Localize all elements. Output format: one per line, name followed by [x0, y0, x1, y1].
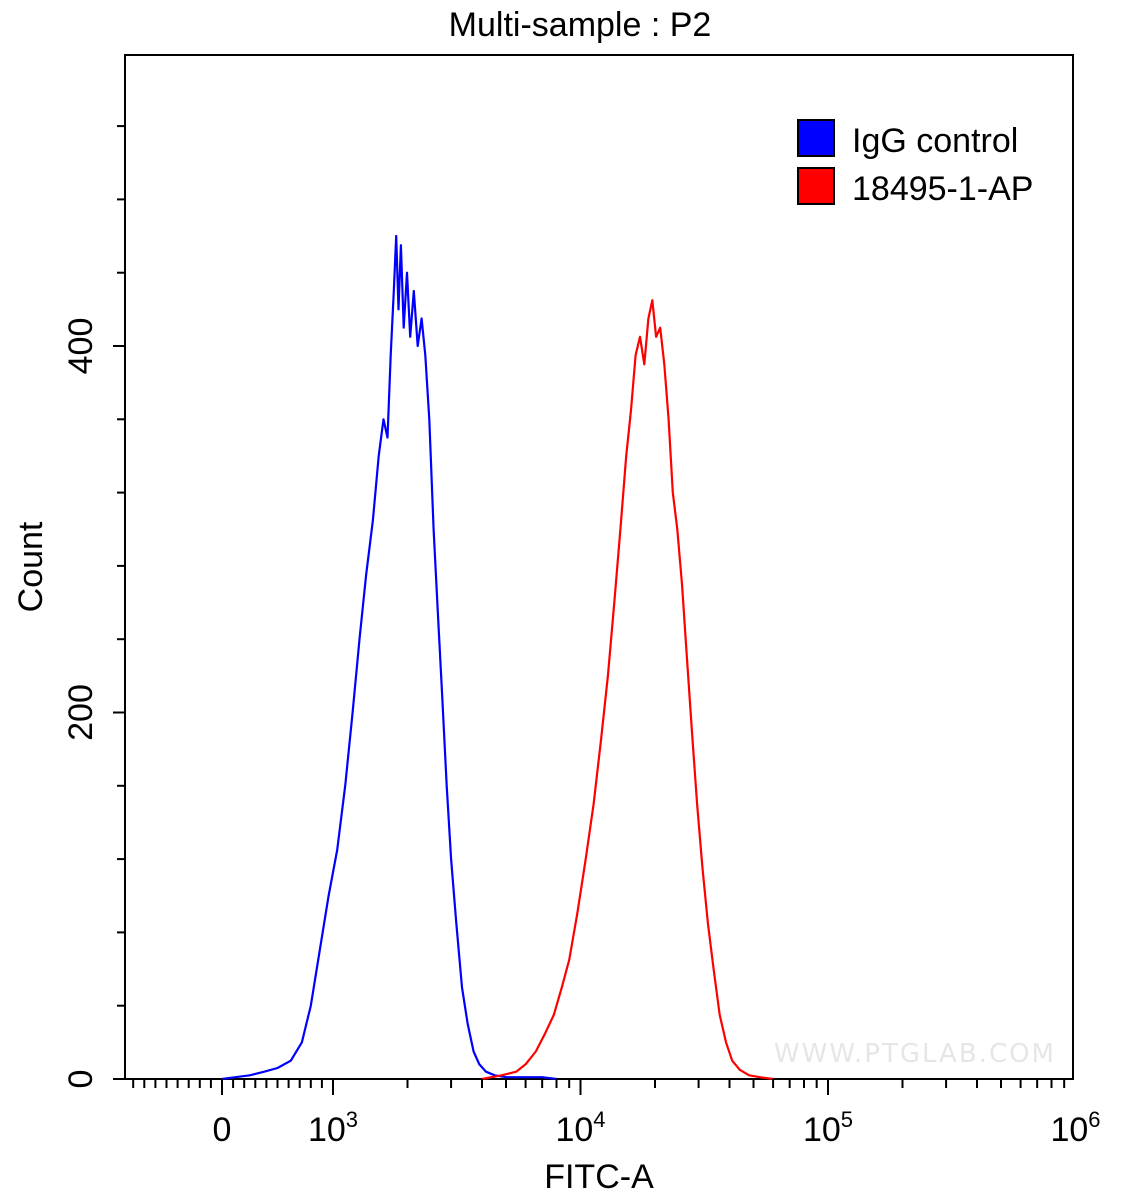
series-layer — [221, 234, 774, 1081]
y-axis: 0 200 400 — [62, 125, 125, 1089]
series-line-18495-1-ap — [481, 299, 774, 1081]
legend-label-igg-control: IgG control — [852, 122, 1018, 160]
x-axis-label: FITC-A — [544, 1158, 654, 1196]
legend-swatch-18495-1-ap — [797, 167, 835, 205]
x-tick-label: 106 — [1050, 1107, 1100, 1149]
y-tick-label: 400 — [62, 318, 100, 375]
y-tick-label: 200 — [62, 684, 100, 741]
y-tick-label: 0 — [62, 1070, 100, 1089]
series-line-igg-control — [221, 234, 557, 1081]
plot-area-frame — [124, 54, 1074, 1080]
chart-title: Multi-sample : P2 — [449, 6, 712, 44]
x-tick-label: 104 — [555, 1107, 605, 1149]
watermark: WWW.PTGLAB.COM — [774, 1039, 1056, 1069]
legend-label-18495-1-ap: 18495-1-AP — [852, 170, 1033, 208]
y-axis-label: Count — [12, 521, 50, 612]
x-axis: 0 103 104 105 106 — [132, 1079, 1101, 1149]
legend-swatch-igg-control — [797, 119, 835, 157]
x-tick-label: 105 — [803, 1107, 853, 1149]
legend: IgG control 18495-1-AP — [797, 119, 1033, 208]
x-tick-label: 103 — [308, 1107, 358, 1149]
x-tick-label: 0 — [213, 1111, 232, 1149]
